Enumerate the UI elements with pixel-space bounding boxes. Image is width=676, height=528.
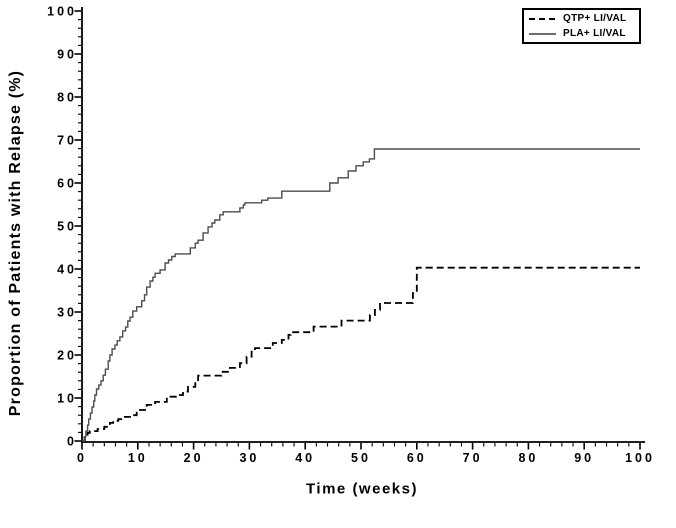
- legend-item-pla: PLA+ LI/VAL: [529, 27, 639, 40]
- series-line-pla-li-val: [82, 148, 640, 442]
- y-tick-label: 90: [57, 48, 77, 62]
- x-tick-label: 10: [128, 451, 148, 465]
- x-tick-label: 80: [518, 451, 538, 465]
- x-tick-label: 30: [239, 451, 259, 465]
- x-tick-label: 50: [351, 451, 371, 465]
- series-line-qtp-li-val: [82, 266, 640, 442]
- x-tick-label: 60: [407, 451, 427, 465]
- x-tick-label: 90: [574, 451, 594, 465]
- legend-label-pla: PLA+ LI/VAL: [563, 28, 626, 39]
- y-tick-label: 0: [67, 435, 77, 449]
- x-axis-title: Time (weeks): [306, 480, 418, 498]
- y-tick-label: 70: [57, 134, 77, 148]
- y-tick-label: 10: [57, 392, 77, 406]
- x-tick-label: 100: [625, 451, 655, 465]
- y-tick-label: 60: [57, 177, 77, 191]
- y-tick-label: 80: [57, 91, 77, 105]
- legend: QTP+ LI/VAL PLA+ LI/VAL: [522, 8, 641, 44]
- y-tick-label: 30: [57, 306, 77, 320]
- y-tick-label: 40: [57, 263, 77, 277]
- y-tick-label: 50: [57, 220, 77, 234]
- y-tick-label: 100: [47, 5, 77, 19]
- x-tick-label: 0: [77, 451, 87, 465]
- y-tick-label: 20: [57, 349, 77, 363]
- dashed-line-sample-icon: [529, 17, 556, 20]
- x-tick-label: 20: [184, 451, 204, 465]
- legend-label-qtp: QTP+ LI/VAL: [563, 13, 627, 24]
- x-tick-label: 40: [295, 451, 315, 465]
- solid-line-sample-icon: [529, 32, 556, 35]
- y-axis-title: Proportion of Patients with Relapse (%): [7, 69, 24, 417]
- legend-item-qtp: QTP+ LI/VAL: [529, 12, 639, 25]
- x-tick-label: 70: [463, 451, 483, 465]
